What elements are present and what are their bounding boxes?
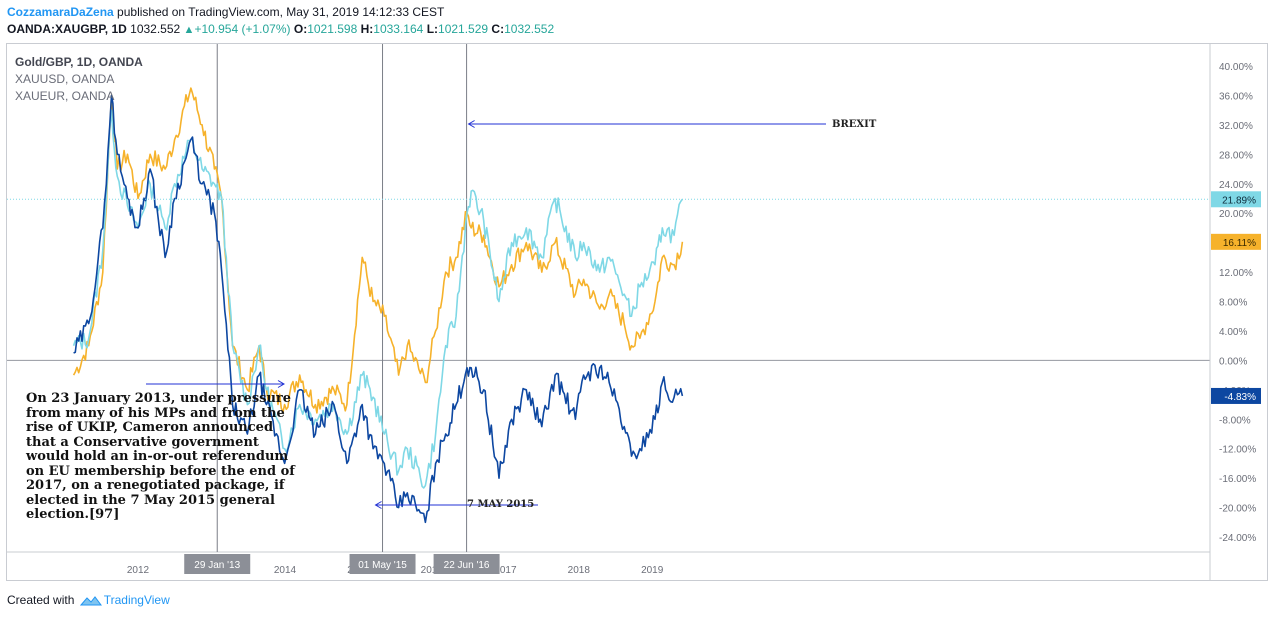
event-date-badge	[349, 554, 416, 574]
last-value-label: -4.83%	[1224, 392, 1256, 403]
open-label: O:	[293, 22, 308, 36]
y-tick-label: -24.00%	[1219, 533, 1256, 544]
created-with-text: Created with	[7, 593, 75, 607]
may-2015-arrow-head	[374, 501, 382, 509]
y-tick-label: -20.00%	[1219, 504, 1256, 515]
open-value: 1021.598	[307, 22, 358, 36]
y-tick-label: 24.00%	[1219, 180, 1253, 191]
y-tick-label: 0.00%	[1219, 356, 1247, 367]
up-arrow-icon: ▲	[183, 24, 195, 36]
low-label: L:	[426, 22, 439, 36]
y-tick-label: 8.00%	[1219, 298, 1247, 309]
brexit-label: BREXIT	[832, 119, 877, 130]
price-change: +10.954 (+1.07%)	[194, 22, 291, 36]
last-value-label: 21.89%	[1222, 195, 1256, 206]
y-tick-label: 4.00%	[1219, 327, 1247, 338]
event-date-label: 29 Jan '13	[194, 560, 240, 571]
x-tick-label: 2016	[421, 565, 444, 576]
series-line-xauusd	[72, 87, 684, 414]
last-value-badge	[1211, 387, 1261, 404]
close-label: C:	[491, 22, 505, 36]
y-tick-label: 12.00%	[1219, 268, 1253, 279]
may-2015-label: 7 MAY 2015	[467, 499, 534, 510]
author-name[interactable]: CozzamaraDaZena	[7, 5, 114, 19]
x-tick-label: 2012	[127, 565, 150, 576]
high-value: 1033.164	[373, 22, 424, 36]
legend-xauusd[interactable]: XAUUSD, OANDA	[15, 72, 115, 86]
y-tick-label: -8.00%	[1219, 415, 1251, 426]
event-date-label: 22 Jun '16	[444, 560, 490, 571]
brexit-arrow-head	[467, 120, 475, 128]
symbol-quote-line: OANDA:XAUGBP, 1D 1032.552 ▲+10.954 (+1.0…	[7, 22, 554, 36]
publish-line: CozzamaraDaZena published on TradingView…	[7, 5, 444, 19]
footer: Created with TradingView	[7, 593, 170, 607]
chart-legend: Gold/GBP, 1D, OANDA XAUUSD, OANDA XAUEUR…	[15, 54, 143, 105]
event-date-label: 01 May '15	[358, 560, 407, 571]
event-date-badge	[433, 554, 500, 574]
y-tick-label: 40.00%	[1219, 62, 1253, 73]
series-line-xaugbp	[73, 94, 684, 524]
close-value: 1032.552	[504, 22, 555, 36]
x-tick-label: 2017	[494, 565, 517, 576]
symbol-label: OANDA:XAUGBP, 1D	[7, 22, 127, 36]
referendum-arrow-head	[277, 380, 285, 388]
last-value-badge	[1211, 233, 1261, 250]
high-label: H:	[360, 22, 374, 36]
published-text: published on TradingView.com, May 31, 20…	[113, 5, 445, 19]
tradingview-link[interactable]: TradingView	[103, 593, 170, 607]
legend-main-series[interactable]: Gold/GBP, 1D, OANDA	[15, 55, 143, 69]
legend-xaueur[interactable]: XAUEUR, OANDA	[15, 89, 115, 103]
event-date-badge	[184, 554, 251, 574]
annotation-text: On 23 January 2013, under pressure from …	[26, 391, 295, 522]
tradingview-logo-icon	[79, 596, 102, 606]
x-tick-label: 2019	[641, 565, 664, 576]
x-tick-label: 2014	[274, 565, 297, 576]
y-tick-label: 28.00%	[1219, 150, 1253, 161]
low-value: 1021.529	[438, 22, 489, 36]
y-tick-label: 20.00%	[1219, 209, 1253, 220]
y-tick-label: 36.00%	[1219, 91, 1253, 102]
y-tick-label: 32.00%	[1219, 121, 1253, 132]
last-value-label: 16.11%	[1223, 238, 1256, 249]
last-value-badge	[1211, 191, 1261, 208]
y-tick-label: -16.00%	[1219, 474, 1256, 485]
series-line-xaueur	[72, 109, 684, 489]
x-tick-label: 2018	[568, 565, 591, 576]
chart-frame	[6, 43, 1268, 581]
last-price: 1032.552	[130, 22, 181, 36]
y-tick-label: -12.00%	[1219, 445, 1256, 456]
